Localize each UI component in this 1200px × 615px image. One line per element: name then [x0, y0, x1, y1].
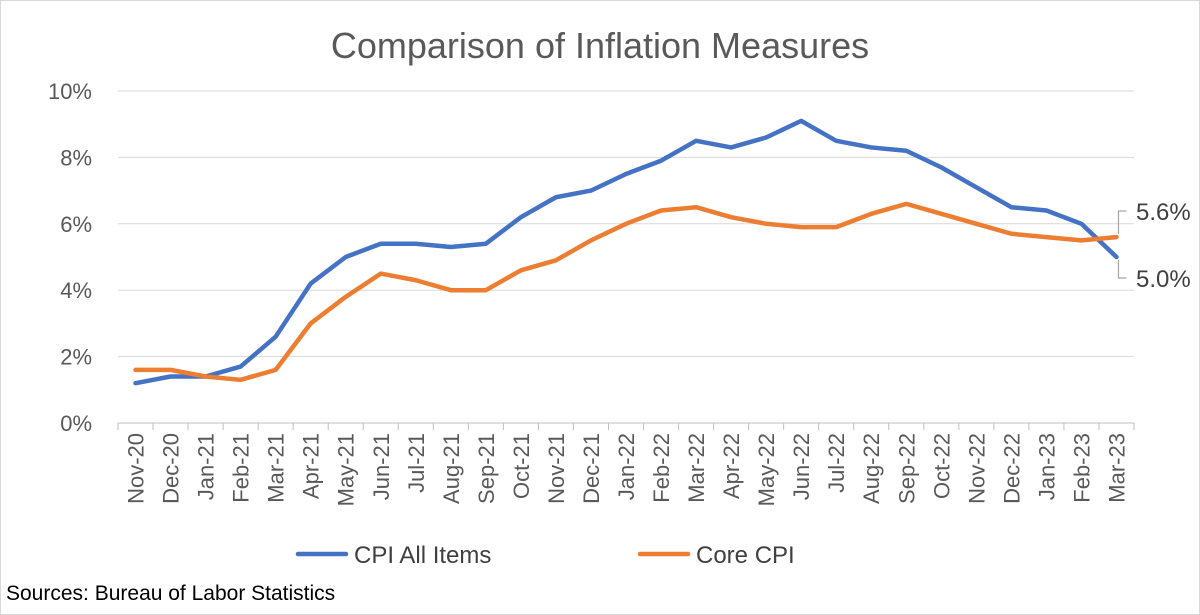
series-lines	[133, 118, 1119, 386]
x-tick-label: Nov-22	[964, 433, 989, 504]
y-tick-label: 4%	[60, 278, 92, 303]
x-tick-label: Aug-21	[439, 433, 464, 504]
x-tick-label: Oct-21	[509, 433, 534, 499]
x-tick-label: Jun-21	[369, 433, 394, 500]
x-tick-label: Feb-22	[649, 433, 674, 503]
x-tick-label: Sep-22	[894, 433, 919, 504]
legend-label-cpi-all-items: CPI All Items	[354, 542, 491, 569]
y-axis-ticks: 0% 2% 4% 6% 8% 10%	[48, 79, 92, 436]
x-tick-label: Sep-21	[474, 433, 499, 504]
x-tick-label: May-21	[334, 433, 359, 506]
x-tick-label: Jul-22	[824, 433, 849, 493]
chart-title: Comparison of Inflation Measures	[331, 25, 869, 66]
x-tick-label: Mar-22	[684, 433, 709, 503]
series-line-core-cpi	[133, 201, 1119, 383]
x-tick-label: Aug-22	[859, 433, 884, 504]
x-tick-label: Oct-22	[929, 433, 954, 499]
x-tick-label: Nov-21	[544, 433, 569, 504]
x-tick-label: May-22	[754, 433, 779, 506]
y-tick-label: 2%	[60, 345, 92, 370]
x-tick-label: Feb-23	[1069, 433, 1094, 503]
core-cpi-end-label: 5.6%	[1136, 199, 1191, 226]
source-note: Sources: Bureau of Labor Statistics	[6, 582, 335, 605]
core-cpi-leader-line	[1117, 210, 1127, 235]
x-tick-label: Dec-22	[999, 433, 1024, 504]
x-tick-label: Jan-21	[194, 433, 219, 500]
x-axis-ticks: Nov-20 Dec-20 Jan-21 Feb-21 Mar-21 Apr-21 May-…	[124, 433, 1130, 506]
x-tick-label: Jul-21	[404, 433, 429, 493]
legend: CPI All Items Core CPI	[295, 542, 795, 569]
y-tick-label: 8%	[60, 145, 92, 170]
x-tick-label: Apr-22	[719, 433, 744, 499]
cpi-all-items-end-label: 5.0%	[1136, 266, 1191, 293]
x-tick-label: Dec-21	[579, 433, 604, 504]
y-tick-label: 6%	[60, 212, 92, 237]
x-tick-label: Feb-21	[229, 433, 254, 503]
x-tick-label: Dec-20	[159, 433, 184, 504]
series-line-cpi-all-items	[133, 118, 1119, 386]
x-tick-label: Jan-23	[1034, 433, 1059, 500]
legend-label-core-cpi: Core CPI	[696, 542, 795, 569]
cpi-all-items-leader-line	[1117, 260, 1127, 279]
x-tick-label: Jun-22	[789, 433, 814, 500]
x-axis	[117, 422, 1135, 430]
x-tick-label: Jan-22	[614, 433, 639, 500]
x-tick-label: Mar-21	[264, 433, 289, 503]
x-tick-label: Mar-23	[1104, 433, 1129, 503]
y-tick-label: 0%	[60, 411, 92, 436]
x-tick-label: Apr-21	[299, 433, 324, 499]
x-tick-label: Nov-20	[124, 433, 149, 504]
data-labels: 5.6% 5.0%	[1117, 199, 1191, 293]
y-tick-label: 10%	[48, 79, 92, 104]
